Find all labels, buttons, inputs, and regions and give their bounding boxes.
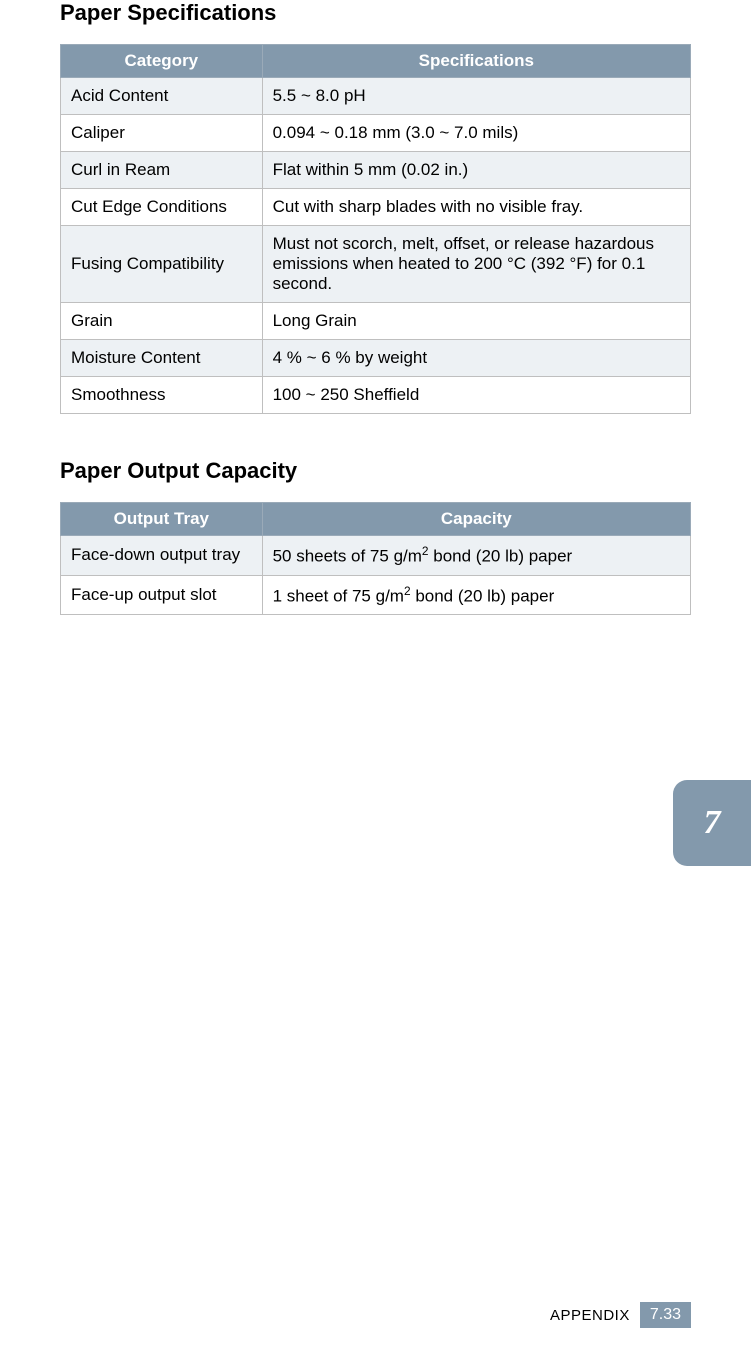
cell-capacity: 1 sheet of 75 g/m2 bond (20 lb) paper <box>262 575 690 615</box>
heading-paper-output-capacity: Paper Output Capacity <box>60 458 691 484</box>
cell-category: Cut Edge Conditions <box>61 189 263 226</box>
table-row: Cut Edge Conditions Cut with sharp blade… <box>61 189 691 226</box>
col-header-category: Category <box>61 45 263 78</box>
section-paper-specifications: Paper Specifications Category Specificat… <box>60 0 691 414</box>
chapter-tab-number: 7 <box>704 804 721 842</box>
cell-category: Curl in Ream <box>61 152 263 189</box>
footer-chapter: 7 <box>650 1306 659 1323</box>
cell-output-tray: Face-up output slot <box>61 575 263 615</box>
cell-category: Smoothness <box>61 377 263 414</box>
footer-label: APPENDIX <box>550 1307 630 1324</box>
table-row: Moisture Content 4 % ~ 6 % by weight <box>61 340 691 377</box>
col-header-specifications: Specifications <box>262 45 690 78</box>
table-row: Acid Content 5.5 ~ 8.0 pH <box>61 78 691 115</box>
table-row: Face-down output tray 50 sheets of 75 g/… <box>61 536 691 576</box>
cell-spec: Must not scorch, melt, offset, or releas… <box>262 226 690 303</box>
footer-page-box: 7.33 <box>640 1302 691 1328</box>
cell-category: Caliper <box>61 115 263 152</box>
chapter-tab: 7 <box>673 780 751 866</box>
cell-spec: Flat within 5 mm (0.02 in.) <box>262 152 690 189</box>
heading-paper-specifications: Paper Specifications <box>60 0 691 26</box>
table-row: Smoothness 100 ~ 250 Sheffield <box>61 377 691 414</box>
page-footer: APPENDIX 7.33 <box>550 1302 691 1328</box>
cell-capacity: 50 sheets of 75 g/m2 bond (20 lb) paper <box>262 536 690 576</box>
table-paper-output-capacity: Output Tray Capacity Face-down output tr… <box>60 502 691 615</box>
cell-spec: 5.5 ~ 8.0 pH <box>262 78 690 115</box>
cell-category: Grain <box>61 303 263 340</box>
table-row: Face-up output slot 1 sheet of 75 g/m2 b… <box>61 575 691 615</box>
cell-spec: 100 ~ 250 Sheffield <box>262 377 690 414</box>
table-row: Curl in Ream Flat within 5 mm (0.02 in.) <box>61 152 691 189</box>
col-header-output-tray: Output Tray <box>61 503 263 536</box>
cell-category: Fusing Compatibility <box>61 226 263 303</box>
table-paper-specifications: Category Specifications Acid Content 5.5… <box>60 44 691 414</box>
table-row: Caliper 0.094 ~ 0.18 mm (3.0 ~ 7.0 mils) <box>61 115 691 152</box>
footer-page-number: 33 <box>663 1306 681 1323</box>
table-row: Grain Long Grain <box>61 303 691 340</box>
table-row: Fusing Compatibility Must not scorch, me… <box>61 226 691 303</box>
cell-output-tray: Face-down output tray <box>61 536 263 576</box>
cell-category: Acid Content <box>61 78 263 115</box>
cell-category: Moisture Content <box>61 340 263 377</box>
cell-spec: 4 % ~ 6 % by weight <box>262 340 690 377</box>
section-paper-output-capacity: Paper Output Capacity Output Tray Capaci… <box>60 458 691 615</box>
col-header-capacity: Capacity <box>262 503 690 536</box>
cell-spec: Long Grain <box>262 303 690 340</box>
cell-spec: 0.094 ~ 0.18 mm (3.0 ~ 7.0 mils) <box>262 115 690 152</box>
cell-spec: Cut with sharp blades with no visible fr… <box>262 189 690 226</box>
